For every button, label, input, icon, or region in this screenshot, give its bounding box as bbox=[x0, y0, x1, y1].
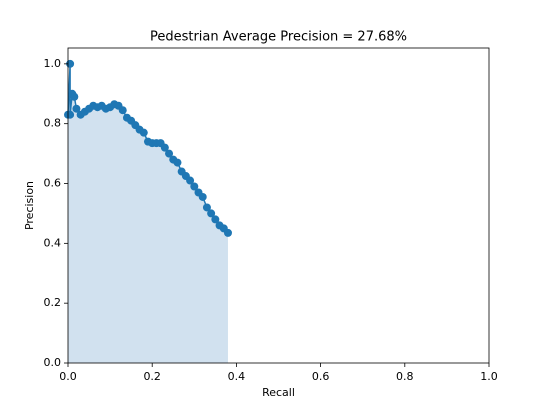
x-axis-label: Recall bbox=[262, 386, 295, 399]
point-marker bbox=[118, 106, 127, 115]
point-marker bbox=[186, 176, 195, 185]
x-tick-label: 0.4 bbox=[228, 370, 246, 383]
point-marker bbox=[72, 104, 81, 113]
point-marker bbox=[139, 128, 148, 137]
point-marker bbox=[173, 158, 182, 167]
point-marker bbox=[202, 203, 211, 212]
point-marker bbox=[165, 149, 174, 158]
point-marker bbox=[70, 92, 79, 101]
x-tick-label: 0.2 bbox=[143, 370, 161, 383]
y-tick-label: 0.2 bbox=[44, 296, 62, 309]
y-tick-label: 0.4 bbox=[44, 236, 62, 249]
x-tick-label: 1.0 bbox=[480, 370, 498, 383]
point-marker bbox=[190, 182, 199, 191]
x-tick-label: 0.6 bbox=[312, 370, 330, 383]
plot-frame bbox=[67, 47, 490, 364]
area-fill bbox=[68, 63, 228, 363]
point-marker bbox=[66, 110, 75, 119]
x-tick-label: 0.0 bbox=[59, 370, 77, 383]
point-marker bbox=[207, 209, 216, 218]
y-tick-label: 0.0 bbox=[44, 356, 62, 369]
y-axis-label: Precision bbox=[23, 181, 36, 230]
point-marker bbox=[198, 192, 207, 201]
point-marker bbox=[160, 143, 169, 152]
point-marker bbox=[223, 228, 232, 237]
point-marker bbox=[211, 215, 220, 224]
chart-title: Pedestrian Average Precision = 27.68% bbox=[150, 30, 407, 45]
x-tick-label: 0.8 bbox=[396, 370, 414, 383]
y-tick-label: 0.6 bbox=[44, 177, 62, 190]
y-tick-label: 1.0 bbox=[44, 57, 62, 70]
y-tick-label: 0.8 bbox=[44, 117, 62, 130]
